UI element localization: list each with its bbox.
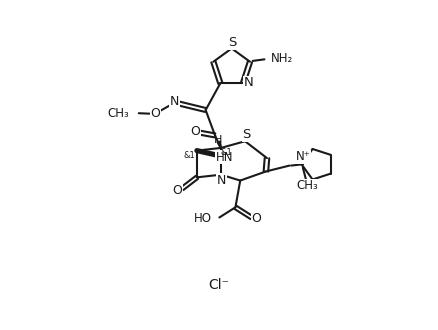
Text: HN: HN	[215, 151, 233, 164]
Text: S: S	[227, 36, 236, 49]
Text: N: N	[244, 76, 253, 89]
Text: &1: &1	[183, 151, 195, 160]
Text: N⁺: N⁺	[295, 150, 310, 163]
Text: NH₂: NH₂	[270, 52, 292, 65]
Text: O: O	[172, 184, 182, 197]
Text: CH₃: CH₃	[296, 179, 318, 192]
Text: CH₃: CH₃	[107, 107, 129, 120]
Text: H: H	[213, 135, 222, 146]
Text: O: O	[150, 107, 160, 120]
Text: &1: &1	[220, 148, 232, 157]
Text: Cl⁻: Cl⁻	[207, 278, 228, 292]
Text: O: O	[190, 125, 200, 138]
Text: O: O	[251, 212, 261, 225]
Text: S: S	[242, 128, 250, 141]
Text: N: N	[216, 174, 226, 187]
Text: N: N	[169, 95, 179, 109]
Text: HO: HO	[194, 212, 212, 225]
